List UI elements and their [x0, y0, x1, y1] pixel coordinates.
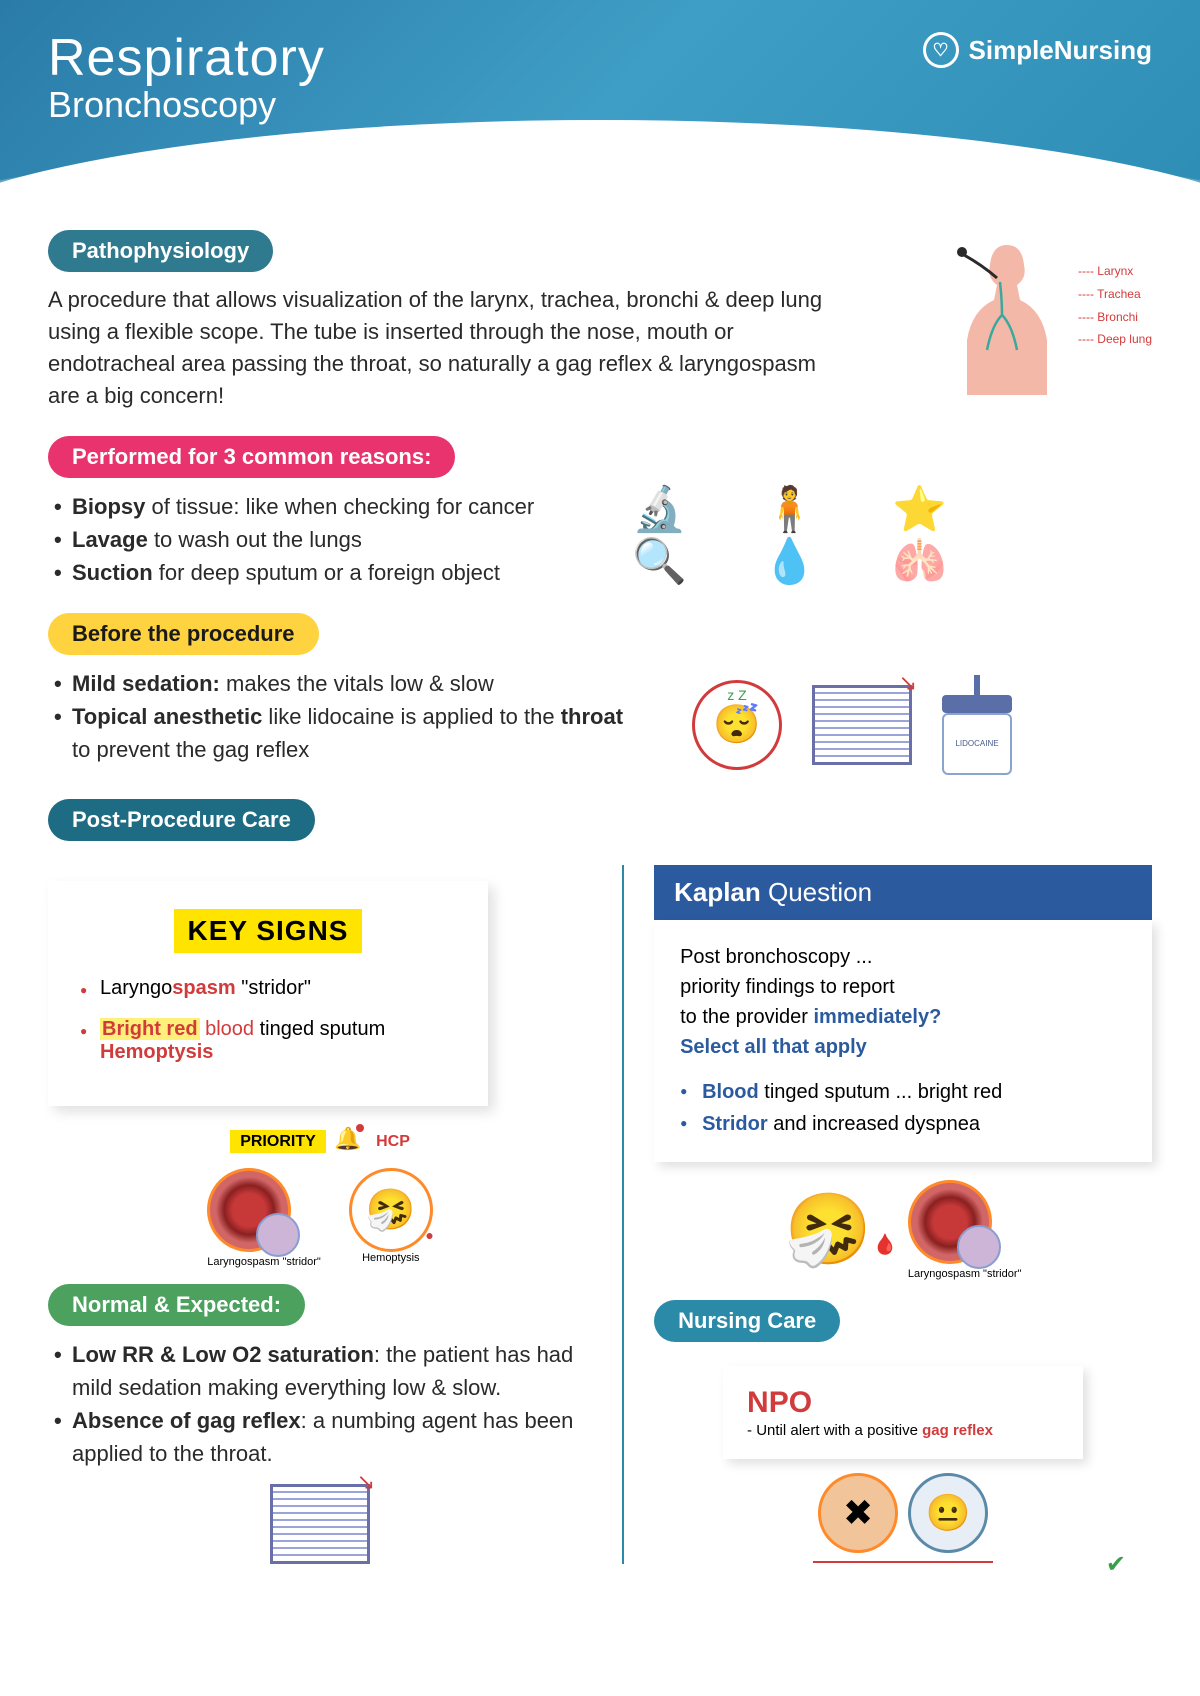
page-subtitle: Bronchoscopy: [48, 84, 325, 126]
lavage-icon: 🧍💧: [762, 500, 852, 570]
hemoptysis-icon: 🤧● Hemoptysis: [349, 1168, 433, 1268]
kaplan-heading: Kaplan Question: [654, 865, 1152, 920]
normal-item: Low RR & Low O2 saturation: the patient …: [54, 1338, 592, 1404]
keysign-item: Bright red blood tinged sputum Hemoptysi…: [80, 1018, 456, 1064]
torso-icon: [942, 240, 1072, 400]
monitor-icon: ↘: [812, 685, 912, 765]
anatomy-label: Trachea: [1078, 283, 1152, 306]
reason-item: Suction for deep sputum or a foreign obj…: [54, 556, 588, 589]
patho-text: A procedure that allows visualization of…: [48, 284, 828, 412]
heart-circle-icon: ♡: [923, 32, 959, 68]
suction-icon: ⭐🫁: [892, 500, 982, 570]
laryngospasm-icon: Laryngospasm "stridor": [908, 1180, 1022, 1280]
anatomy-label: Larynx: [1078, 260, 1152, 283]
brand-text: SimpleNursing: [969, 35, 1152, 66]
heading-nursing: Nursing Care: [654, 1300, 840, 1342]
reason-icons-row: 🔬🔍 🧍💧 ⭐🫁: [632, 500, 982, 570]
no-mouth-icon: ✖: [818, 1473, 898, 1553]
bell-icon: 🔔: [334, 1126, 361, 1151]
reason-item: Lavage to wash out the lungs: [54, 523, 588, 556]
reason-item: Biopsy of tissue: like when checking for…: [54, 490, 588, 523]
kaplan-answer: Blood tinged sputum ... bright red: [680, 1076, 1126, 1108]
npo-card: NPO - Until alert with a positive gag re…: [723, 1366, 1083, 1459]
keysigns-title: KEY SIGNS: [174, 909, 363, 953]
sleep-icon: 😴z Z: [692, 680, 782, 770]
kaplan-card: Post bronchoscopy ... priority findings …: [654, 920, 1152, 1162]
microscope-icon: 🔬🔍: [632, 500, 722, 570]
laryngospasm-icon: Laryngospasm "stridor": [207, 1168, 321, 1268]
cough-person-icon: 🤧🩸: [785, 1189, 872, 1271]
gag-ok-icon: 😐: [908, 1473, 988, 1553]
anatomy-label: Bronchi: [1078, 306, 1152, 329]
anatomy-label: Deep lung: [1078, 328, 1152, 351]
check-icon: ✔: [1106, 1550, 1126, 1579]
heading-normal: Normal & Expected:: [48, 1284, 305, 1326]
before-item: Topical anesthetic like lidocaine is app…: [54, 700, 628, 766]
kaplan-answer: Stridor and increased dyspnea: [680, 1108, 1126, 1140]
page-title: Respiratory: [48, 28, 325, 88]
keysigns-card: KEY SIGNS Laryngospasm "stridor" Bright …: [48, 881, 488, 1106]
heading-postcare: Post-Procedure Care: [48, 799, 315, 841]
before-item: Mild sedation: makes the vitals low & sl…: [54, 667, 628, 700]
priority-row: PRIORITY 🔔 HCP: [48, 1126, 592, 1152]
npo-icons: ✖ 😐 ✔: [654, 1473, 1152, 1553]
heading-before: Before the procedure: [48, 613, 319, 655]
heading-pathophysiology: Pathophysiology: [48, 230, 273, 272]
lidocaine-icon: LIDOCAINE: [942, 675, 1012, 775]
heading-reasons: Performed for 3 common reasons:: [48, 436, 455, 478]
keysign-item: Laryngospasm "stridor": [80, 977, 456, 1000]
normal-item: Absence of gag reflex: a numbing agent h…: [54, 1404, 592, 1470]
header-wave: Respiratory Bronchoscopy ♡ SimpleNursing: [0, 0, 1200, 220]
monitor-small-icon: ↘: [270, 1484, 370, 1564]
anatomy-diagram: Larynx Trachea Bronchi Deep lung: [932, 230, 1152, 410]
brand-logo: ♡ SimpleNursing: [923, 32, 1152, 68]
